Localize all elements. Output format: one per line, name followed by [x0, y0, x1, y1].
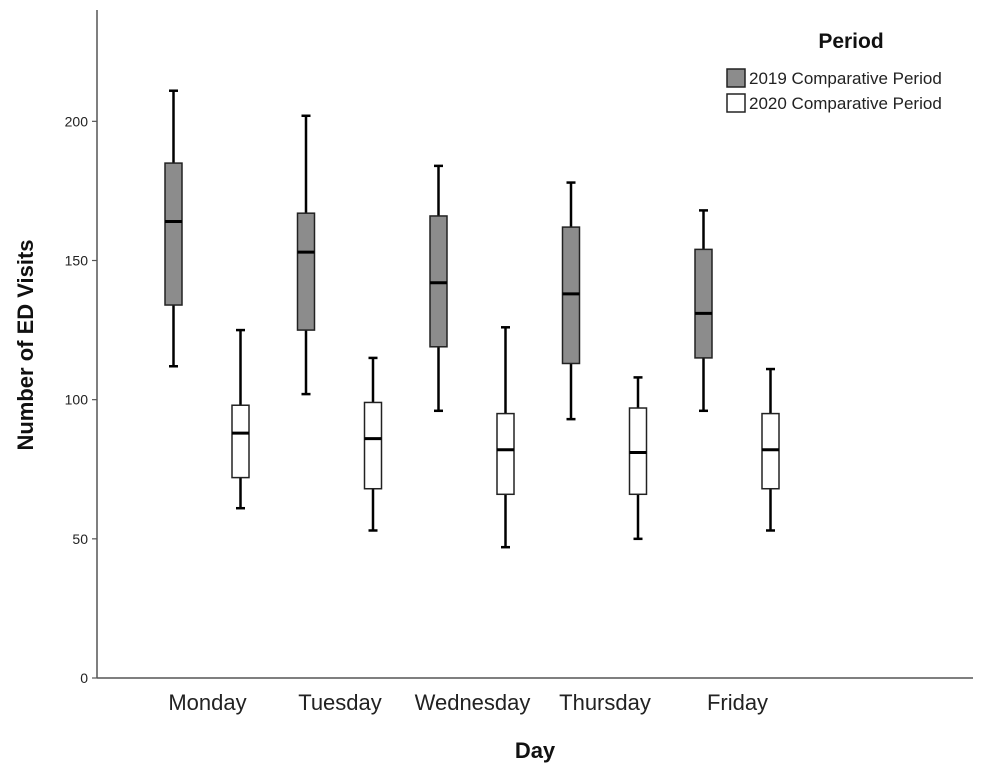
x-axis-title: Day [515, 738, 556, 763]
box-2019-tuesday [296, 114, 316, 396]
box-2020-monday [231, 328, 250, 510]
y-tick-label: 150 [65, 253, 89, 269]
box-2020-wednesday [496, 326, 515, 549]
iqr-box [363, 401, 383, 490]
box-2020-thursday [628, 376, 648, 541]
y-tick-label: 0 [80, 670, 88, 686]
y-tick-label: 50 [72, 531, 88, 547]
x-tick-label: Wednesday [415, 690, 531, 715]
y-tick-label: 200 [65, 113, 89, 129]
legend-label: 2019 Comparative Period [749, 69, 942, 88]
legend-label: 2020 Comparative Period [749, 94, 942, 113]
box-2020-friday [761, 367, 780, 532]
legend-swatch [726, 68, 746, 88]
x-tick-label: Tuesday [298, 690, 382, 715]
iqr-box [231, 404, 250, 479]
x-tick-label: Monday [168, 690, 246, 715]
legend-title: Period [818, 30, 883, 53]
box-2020-tuesday [363, 356, 383, 532]
legend-swatch [726, 93, 746, 113]
box-plots [164, 89, 780, 549]
legend: Period 2019 Comparative Period 2020 Compa… [726, 30, 942, 113]
axes: 0 50 100 150 200 Monday Tuesday Wednesday Thursd… [65, 10, 973, 715]
y-tick-label: 100 [65, 392, 89, 408]
iqr-box [164, 162, 183, 306]
box-2019-friday [694, 209, 713, 413]
iqr-box [694, 248, 713, 359]
box-2019-wednesday [429, 164, 448, 413]
x-tick-label: Thursday [559, 690, 651, 715]
x-tick-label: Friday [707, 690, 768, 715]
iqr-box [296, 212, 316, 331]
box-2019-monday [164, 89, 183, 368]
box-2019-thursday [561, 181, 581, 421]
iqr-box [496, 412, 515, 496]
y-axis-title: Number of ED Visits [13, 239, 38, 450]
